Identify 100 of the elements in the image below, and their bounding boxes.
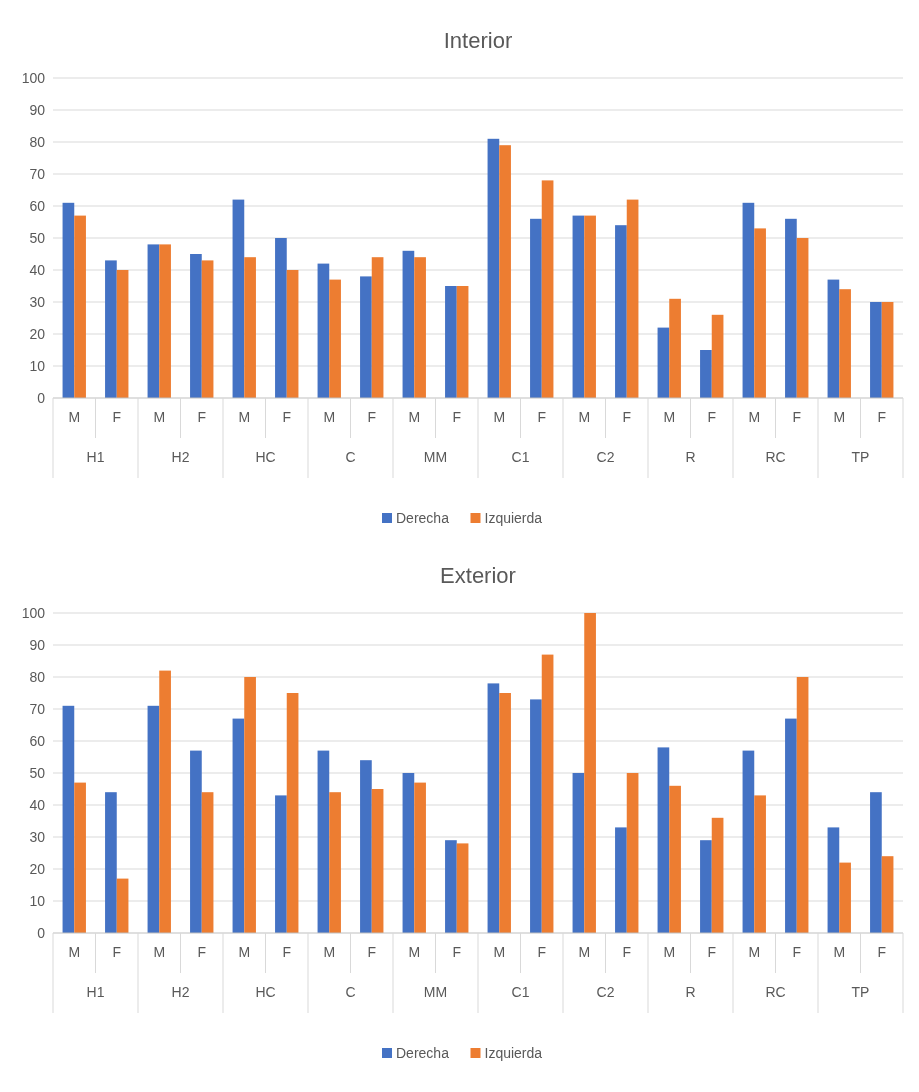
x-tick-label: F bbox=[792, 944, 802, 960]
bar bbox=[159, 670, 171, 933]
x-tick-label: M bbox=[323, 944, 336, 960]
bar bbox=[445, 286, 457, 398]
bar bbox=[402, 773, 415, 933]
text: RC bbox=[765, 449, 786, 465]
bar bbox=[456, 843, 469, 933]
y-tick-label: 30 bbox=[29, 293, 46, 310]
x-tick-label: F bbox=[877, 944, 887, 960]
bar bbox=[572, 773, 585, 933]
x-tick-label: F bbox=[537, 409, 547, 425]
y-tick-label: 10 bbox=[29, 892, 46, 909]
bar bbox=[541, 654, 554, 933]
x-tick-label: M bbox=[748, 409, 761, 425]
y-tick-label: 100 bbox=[21, 604, 46, 621]
bar bbox=[584, 613, 596, 933]
y-tick-label: 70 bbox=[29, 700, 46, 717]
bar bbox=[839, 862, 851, 933]
bar bbox=[105, 792, 117, 933]
text: R bbox=[685, 449, 696, 465]
x-tick-label: F bbox=[792, 409, 802, 425]
bar bbox=[147, 244, 160, 398]
bar bbox=[796, 238, 809, 398]
x-tick-label: F bbox=[197, 944, 207, 960]
x-tick-label: F bbox=[112, 409, 122, 425]
text: TP bbox=[851, 984, 870, 1000]
bar bbox=[329, 279, 341, 398]
text: C bbox=[345, 984, 356, 1000]
bar bbox=[275, 795, 287, 933]
x-tick-label: F bbox=[367, 409, 377, 425]
bar bbox=[456, 286, 469, 398]
y-tick-label: 80 bbox=[29, 133, 46, 150]
x-tick-label: M bbox=[578, 944, 591, 960]
text: HC bbox=[255, 984, 276, 1000]
bar bbox=[657, 327, 670, 398]
bar bbox=[615, 225, 627, 398]
x-tick-label: F bbox=[282, 409, 292, 425]
y-tick-label: 10 bbox=[29, 357, 46, 374]
bar bbox=[572, 215, 585, 398]
y-tick-label: 20 bbox=[29, 860, 46, 877]
bar bbox=[827, 279, 840, 398]
x-tick-label: F bbox=[537, 944, 547, 960]
y-tick-label: 100 bbox=[21, 69, 46, 86]
bar bbox=[402, 250, 415, 398]
bar bbox=[445, 840, 457, 933]
bar bbox=[754, 795, 766, 933]
bar bbox=[244, 677, 256, 933]
bar bbox=[785, 718, 797, 933]
bar bbox=[499, 693, 511, 933]
bar bbox=[657, 747, 670, 933]
y-tick-label: 50 bbox=[29, 229, 46, 246]
x-tick-label: M bbox=[578, 409, 591, 425]
x-tick-label: F bbox=[622, 409, 632, 425]
x-tick-label: M bbox=[408, 944, 421, 960]
text: RC bbox=[765, 984, 786, 1000]
bar bbox=[742, 750, 755, 933]
x-tick-label: M bbox=[323, 409, 336, 425]
text: MM bbox=[423, 449, 448, 465]
y-tick-label: 0 bbox=[37, 924, 46, 941]
text: MM bbox=[423, 984, 448, 1000]
bar bbox=[201, 792, 214, 933]
x-tick-label: M bbox=[153, 409, 166, 425]
bar bbox=[870, 302, 882, 398]
y-tick-label: 80 bbox=[29, 668, 46, 685]
bar bbox=[615, 827, 627, 933]
bar bbox=[700, 840, 712, 933]
x-tick-label: M bbox=[493, 944, 506, 960]
x-tick-label: M bbox=[68, 409, 81, 425]
text: C bbox=[345, 449, 356, 465]
bar bbox=[286, 693, 299, 933]
text: TP bbox=[851, 449, 870, 465]
x-tick-label: M bbox=[833, 409, 846, 425]
bar bbox=[244, 257, 256, 398]
chart-title: Exterior bbox=[440, 563, 516, 588]
y-tick-label: 0 bbox=[37, 389, 46, 406]
text: C1 bbox=[511, 449, 530, 465]
x-tick-label: M bbox=[833, 944, 846, 960]
bar bbox=[827, 827, 840, 933]
bar bbox=[201, 260, 214, 398]
bar bbox=[870, 792, 882, 933]
y-tick-label: 90 bbox=[29, 636, 46, 653]
legend-label: Izquierda bbox=[484, 1044, 543, 1061]
bar bbox=[711, 314, 724, 398]
bar bbox=[190, 750, 202, 933]
text: H1 bbox=[86, 449, 105, 465]
bar bbox=[371, 789, 384, 933]
bar bbox=[881, 302, 894, 398]
y-tick-label: 30 bbox=[29, 828, 46, 845]
x-tick-label: F bbox=[707, 944, 717, 960]
bar bbox=[116, 878, 129, 933]
x-tick-label: M bbox=[68, 944, 81, 960]
bar bbox=[785, 218, 797, 398]
bar bbox=[62, 705, 75, 933]
x-tick-label: M bbox=[238, 409, 251, 425]
x-tick-label: F bbox=[707, 409, 717, 425]
bar bbox=[360, 276, 372, 398]
x-tick-label: F bbox=[367, 944, 377, 960]
bar bbox=[669, 785, 681, 933]
bar bbox=[487, 683, 500, 933]
bar bbox=[839, 289, 851, 398]
